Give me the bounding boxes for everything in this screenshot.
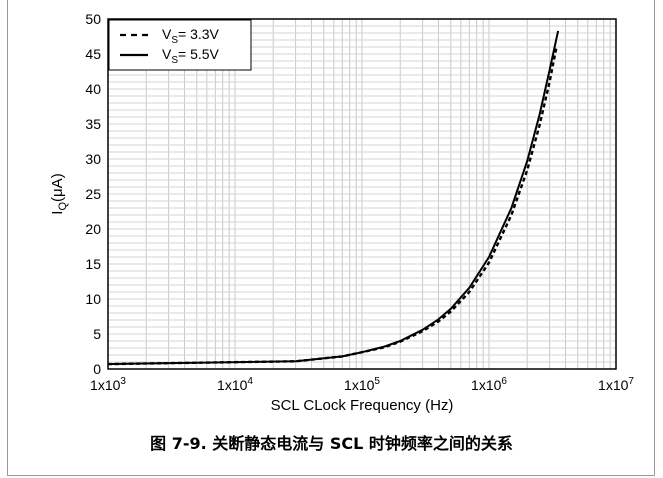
y-tick-label: 15 <box>85 256 101 272</box>
legend-box <box>108 19 252 71</box>
series-line-5v5 <box>107 30 560 366</box>
y-tick-label: 25 <box>85 186 101 202</box>
legend: VS= 3.3V VS= 5.5V <box>108 19 252 71</box>
y-axis-label: IQ(μA) <box>49 173 69 214</box>
y-tick-label: 35 <box>85 116 101 132</box>
grid <box>108 19 616 369</box>
figure-frame <box>7 0 655 476</box>
series-layer <box>107 30 560 366</box>
y-tick-labels: 0 5 10 15 20 25 30 35 40 45 50 <box>85 11 101 377</box>
figure-caption: 图 7-9. 关断静态电流与 SCL 时钟频率之间的关系 <box>150 434 513 453</box>
legend-label-3v3: VS= 3.3V <box>162 26 220 46</box>
x-tick-label: 1x107 <box>598 376 634 393</box>
x-tick-label: 1x106 <box>471 376 507 393</box>
y-tick-label: 5 <box>93 326 101 342</box>
y-tick-label: 30 <box>85 151 101 167</box>
y-tick-label: 45 <box>85 46 101 62</box>
y-tick-label: 0 <box>93 361 101 377</box>
x-tick-label: 1x104 <box>217 376 253 393</box>
y-tick-label: 20 <box>85 221 101 237</box>
plot-area-frame <box>107 18 617 370</box>
y-axis-label-base: I <box>49 211 66 215</box>
y-axis-label-sub: Q <box>57 202 69 211</box>
x-axis-label: SCL CLock Frequency (Hz) <box>271 397 454 414</box>
y-axis-label-rest: (μA) <box>49 173 66 202</box>
y-tick-label: 40 <box>85 81 101 97</box>
x-tick-labels: 1x103 1x104 1x105 1x106 1x107 <box>90 376 634 393</box>
y-tick-label: 10 <box>85 291 101 307</box>
x-tick-label: 1x103 <box>90 376 126 393</box>
x-tick-label: 1x105 <box>344 376 380 393</box>
y-tick-label: 50 <box>85 11 101 27</box>
legend-label-5v5: VS= 5.5V <box>162 46 220 66</box>
